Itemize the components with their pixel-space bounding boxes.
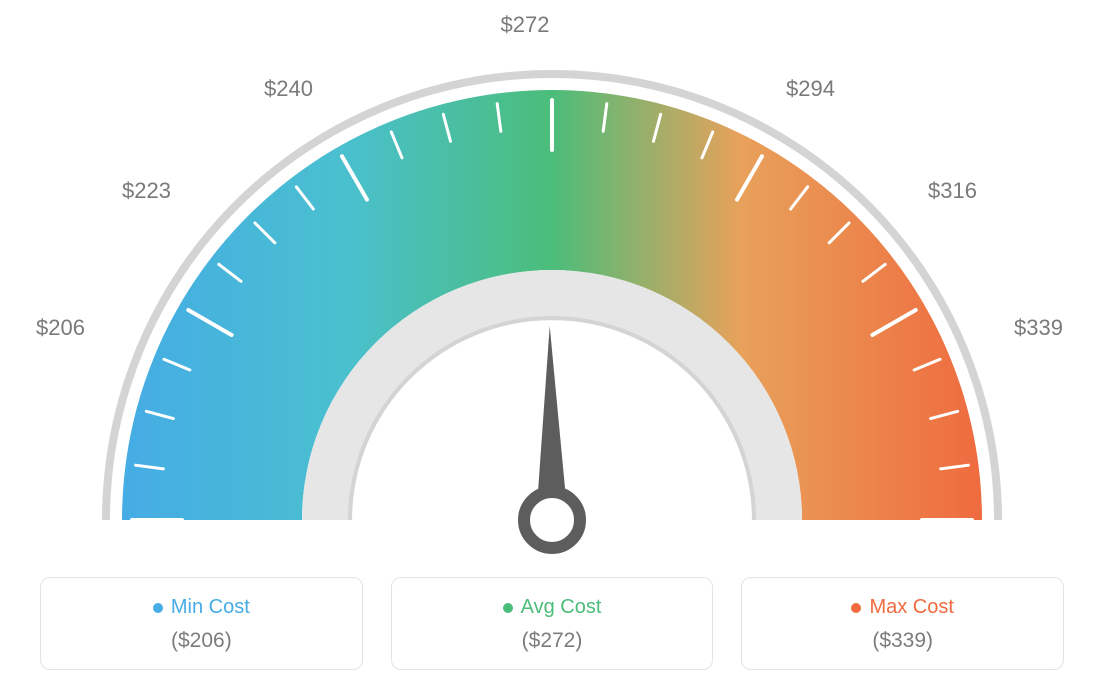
gauge-svg	[62, 30, 1042, 570]
legend-card-min: Min Cost ($206)	[40, 577, 363, 670]
legend-title-avg: Avg Cost	[503, 596, 602, 619]
gauge-tick-label: $294	[786, 76, 835, 102]
gauge-tick-label: $339	[1014, 315, 1063, 341]
legend-card-max: Max Cost ($339)	[741, 577, 1064, 670]
legend-value-avg: ($272)	[402, 629, 703, 653]
legend-title-min: Min Cost	[153, 596, 250, 619]
legend-title-avg-text: Avg Cost	[521, 596, 602, 619]
gauge-tick-label: $316	[928, 178, 977, 204]
legend-value-min: ($206)	[51, 629, 352, 653]
legend-title-max-text: Max Cost	[869, 596, 953, 619]
legend-value-max: ($339)	[752, 629, 1053, 653]
gauge-tick-label: $206	[36, 315, 85, 341]
legend-row: Min Cost ($206) Avg Cost ($272) Max Cost…	[40, 577, 1064, 670]
legend-card-avg: Avg Cost ($272)	[391, 577, 714, 670]
gauge-tick-label: $240	[264, 76, 313, 102]
legend-dot-min	[153, 603, 163, 613]
legend-dot-max	[851, 603, 861, 613]
legend-title-min-text: Min Cost	[171, 596, 250, 619]
gauge-tick-label: $223	[122, 178, 171, 204]
legend-dot-avg	[503, 603, 513, 613]
gauge-chart: $206 $223 $240 $272 $294 $316 $339	[0, 0, 1104, 560]
legend-title-max: Max Cost	[851, 596, 953, 619]
gauge-tick-label: $272	[501, 12, 550, 38]
